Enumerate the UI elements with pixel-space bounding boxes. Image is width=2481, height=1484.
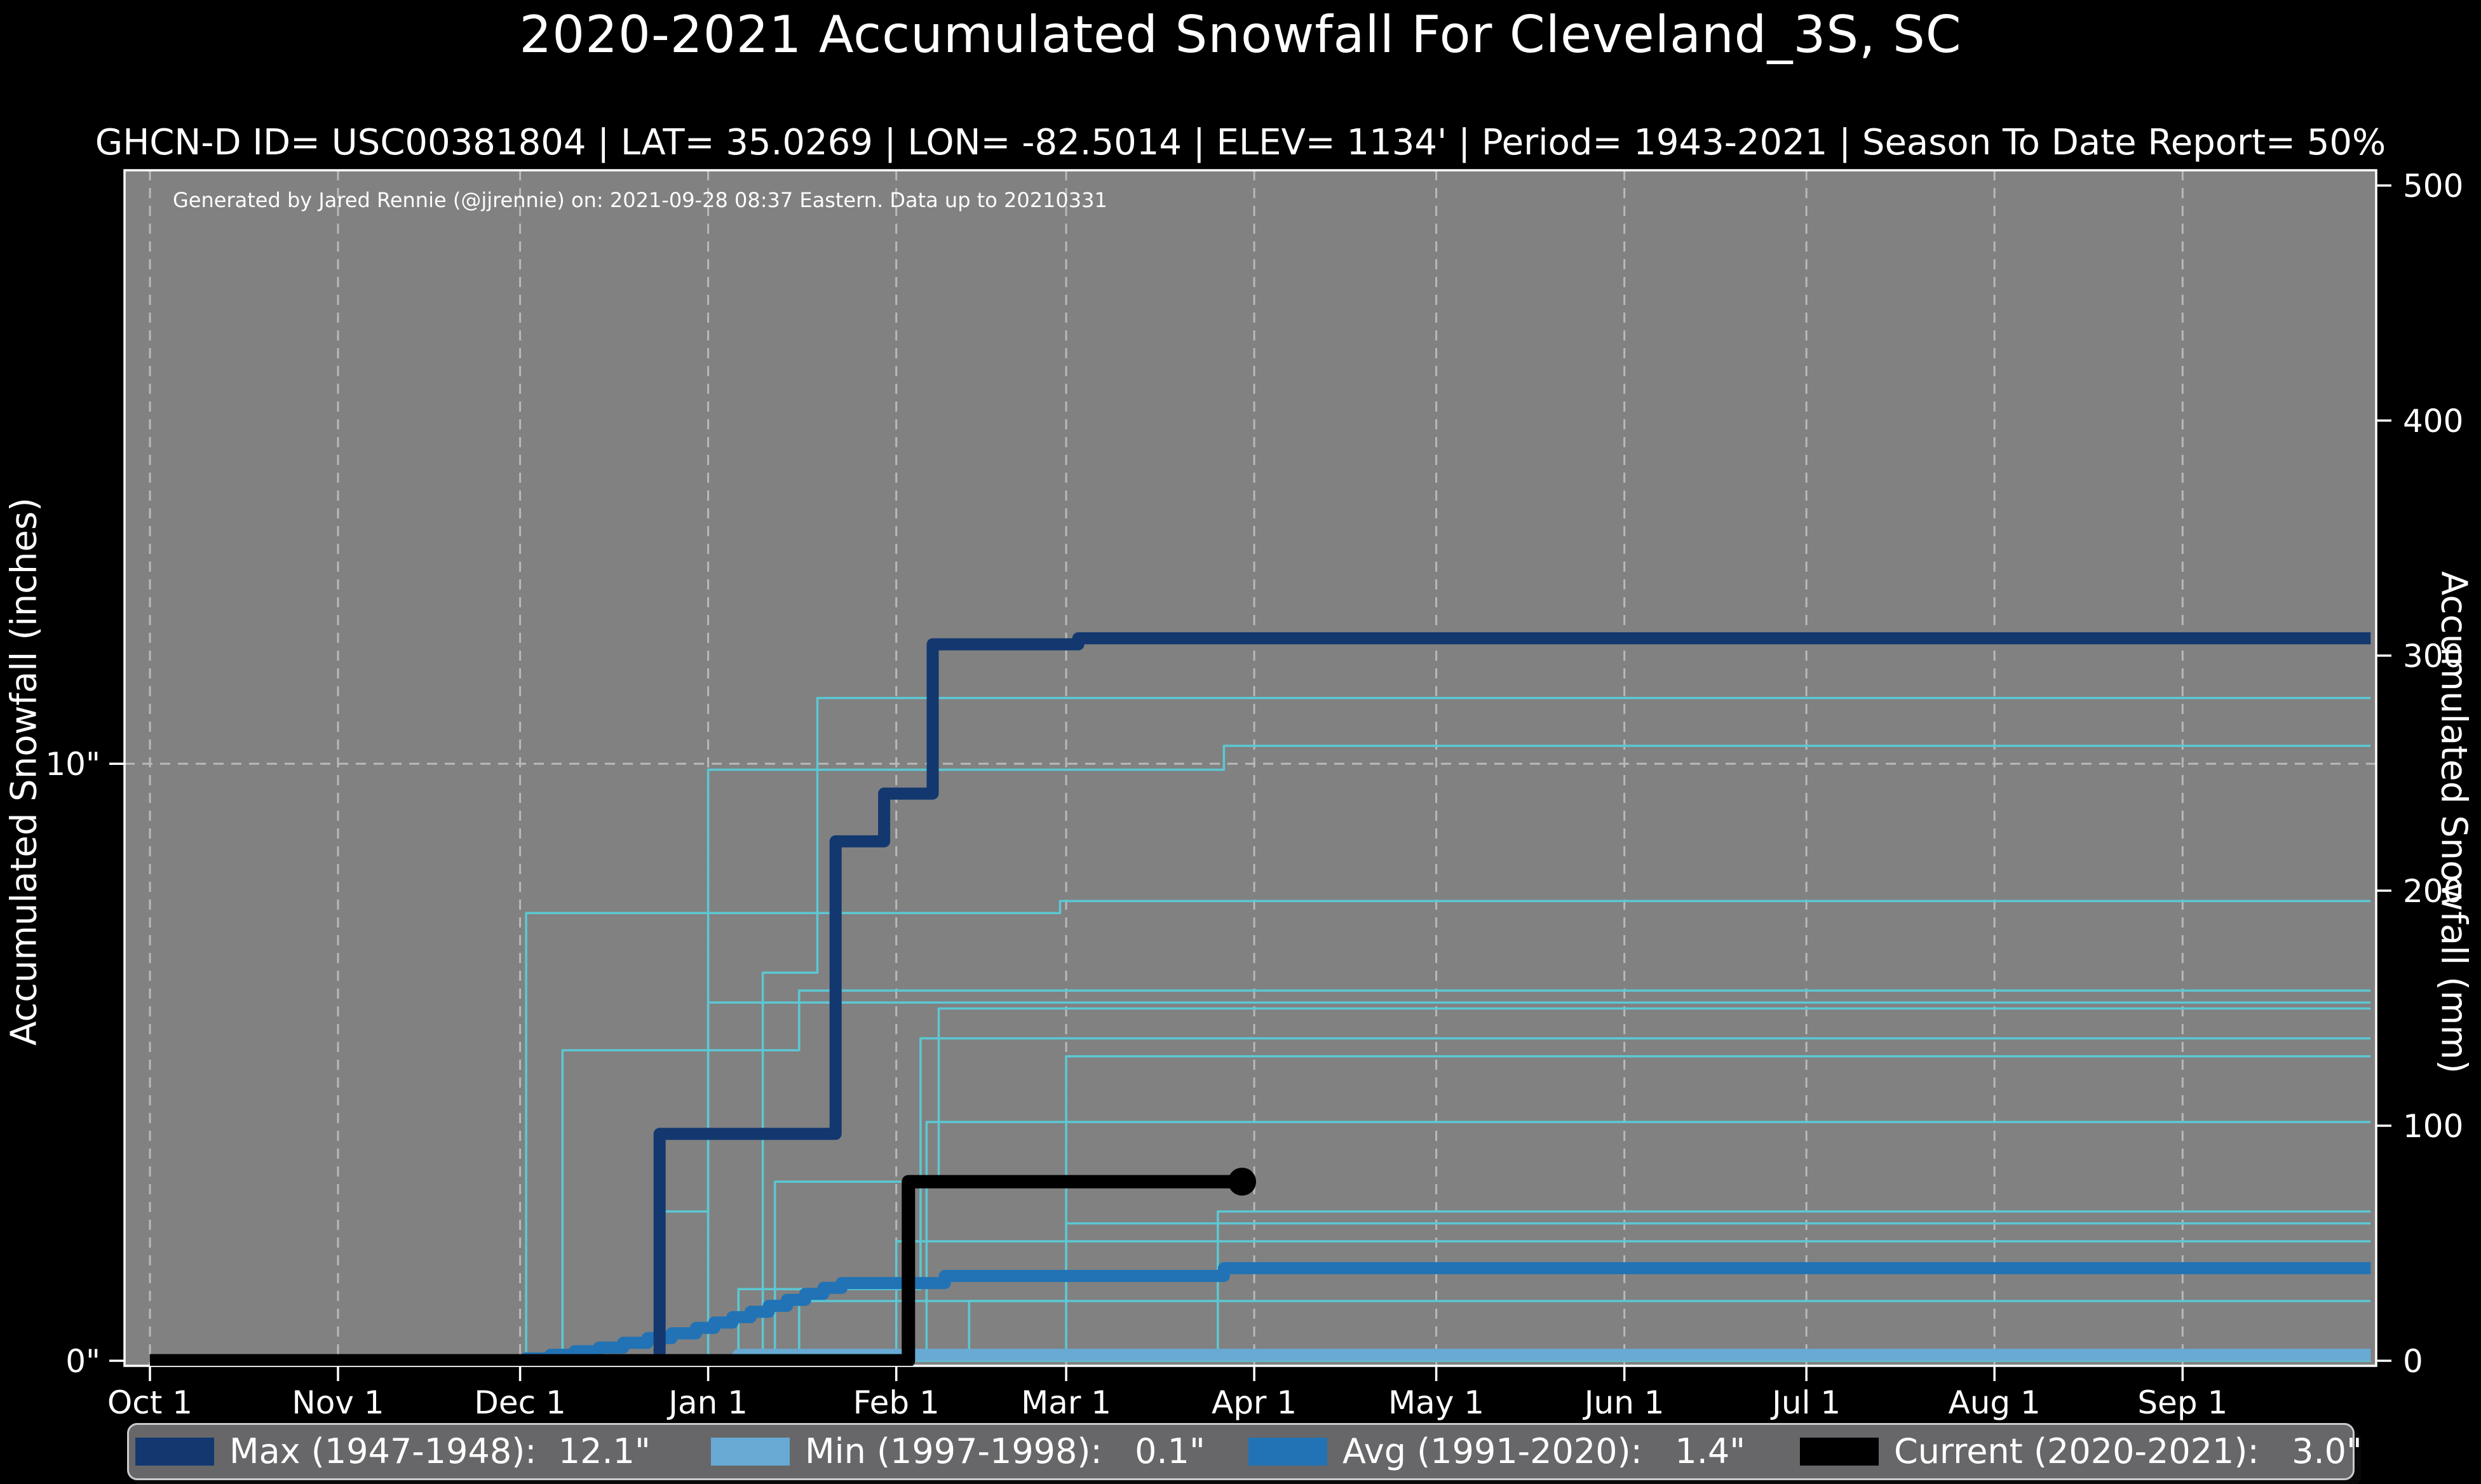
svg-text:Apr 1: Apr 1 (1212, 1384, 1297, 1421)
avg-line-swatch (1248, 1438, 1327, 1466)
svg-text:Jan 1: Jan 1 (666, 1384, 748, 1421)
svg-text:Sep 1: Sep 1 (2137, 1384, 2227, 1421)
tick-labels: Oct 1 Nov 1 Dec 1 Jan 1 Feb 1 Mar 1 Apr 1 May 1… (45, 168, 2463, 1421)
svg-text:May 1: May 1 (1388, 1384, 1484, 1421)
legend-label-current: Current (2020-2021): 3.0" (1894, 1431, 2362, 1471)
svg-text:Nov 1: Nov 1 (292, 1384, 384, 1421)
svg-text:Oct 1: Oct 1 (107, 1384, 193, 1421)
series-line (561, 989, 2371, 1361)
station-info-subtitle: GHCN-D ID= USC00381804 | LAT= 35.0269 | … (95, 122, 2386, 163)
svg-text:300: 300 (2403, 638, 2463, 675)
svg-text:200: 200 (2403, 873, 2463, 910)
series-line (895, 1240, 2371, 1361)
series-line (150, 1262, 2371, 1366)
current-line-swatch (1800, 1438, 1879, 1466)
svg-text:400: 400 (2403, 403, 2463, 440)
svg-text:0": 0" (65, 1343, 100, 1380)
svg-text:Dec 1: Dec 1 (474, 1384, 565, 1421)
legend-label-max: Max (1947-1948): 12.1" (229, 1431, 651, 1471)
legend: Max (1947-1948): 12.1" Min (1997-1998): … (127, 1423, 2362, 1480)
svg-text:Feb 1: Feb 1 (853, 1384, 940, 1421)
series-line (525, 900, 2371, 1361)
series-line (706, 1001, 2371, 1361)
svg-text:0: 0 (2403, 1343, 2423, 1380)
svg-text:Jun 1: Jun 1 (1583, 1384, 1665, 1421)
plot-border (123, 169, 2377, 1367)
plot-background (125, 170, 2376, 1366)
series-line (968, 1300, 2371, 1361)
generated-by-annotation: Generated by Jared Rennie (@jjrennie) on… (173, 188, 1107, 212)
legend-label-avg: Avg (1991-2020): 1.4" (1342, 1431, 1746, 1471)
min-line-swatch (711, 1438, 790, 1466)
legend-label-min: Min (1997-1998): 0.1" (805, 1431, 1205, 1471)
svg-text:Jul 1: Jul 1 (1770, 1384, 1841, 1421)
page-title: 2020-2021 Accumulated Snowfall For Cleve… (519, 5, 1962, 64)
series-line (150, 1175, 1242, 1366)
series-line (761, 697, 2371, 1361)
svg-text:10": 10" (45, 746, 100, 783)
right-axis-title: Accumulated Snowfall (mm) (2433, 571, 2475, 1074)
series-line (1065, 1055, 2371, 1361)
series-line (1217, 1210, 2371, 1361)
svg-text:500: 500 (2403, 168, 2463, 205)
svg-text:Mar 1: Mar 1 (1021, 1384, 1111, 1421)
svg-text:100: 100 (2403, 1108, 2463, 1145)
max-line-swatch (135, 1438, 214, 1466)
tick-marks (109, 184, 2391, 1381)
series-line (150, 632, 2371, 1366)
current-end-marker (1228, 1168, 1256, 1196)
left-axis-title: Accumulated Snowfall (inches) (3, 497, 45, 1046)
data-series (150, 632, 2371, 1366)
svg-text:Aug 1: Aug 1 (1949, 1384, 2041, 1421)
